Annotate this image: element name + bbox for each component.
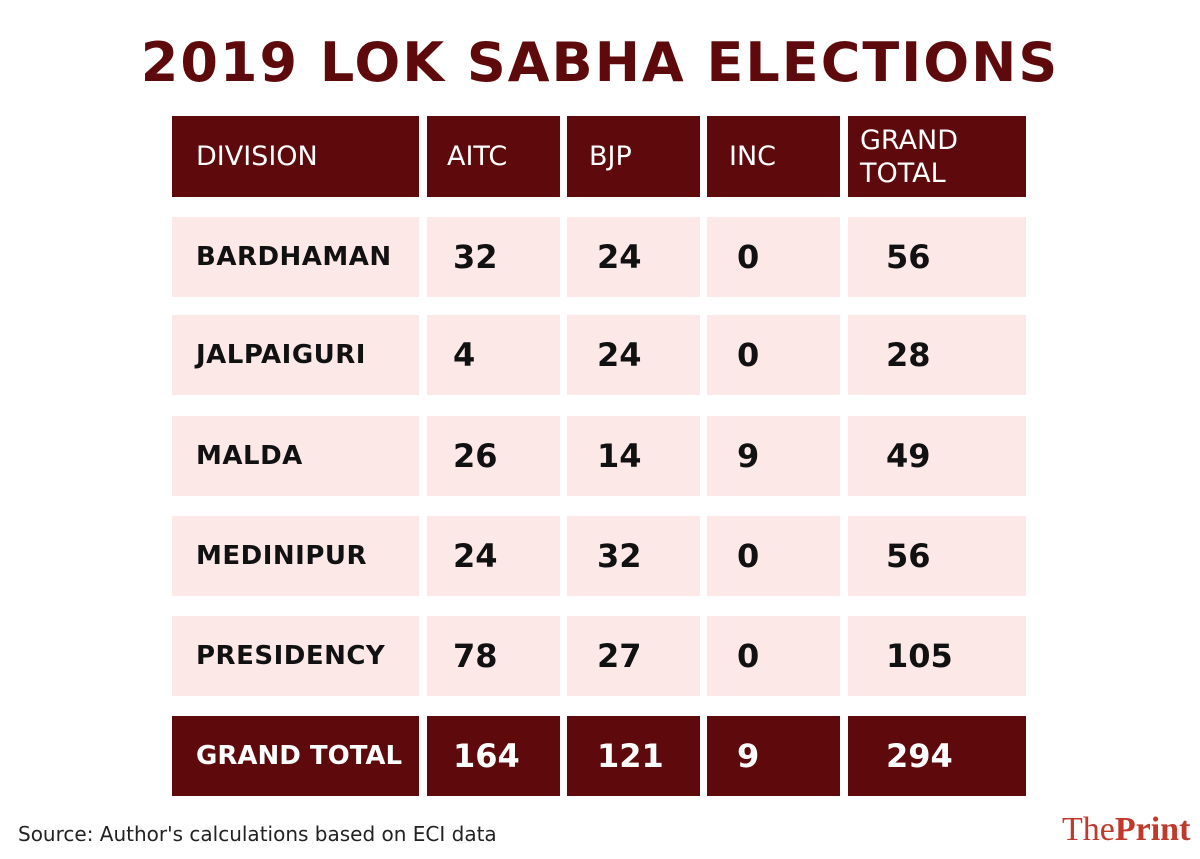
total-value: 121 — [567, 716, 700, 796]
logo-print: Print — [1114, 811, 1191, 848]
page-title: 2019 LOK SABHA ELECTIONS — [140, 31, 1060, 94]
data-label: 32 — [567, 516, 700, 596]
data-label: 105 — [848, 616, 1026, 696]
header-cell: GRAND TOTAL — [848, 116, 1026, 197]
total-value: 9 — [707, 716, 840, 796]
data-label: 78 — [427, 616, 560, 696]
header-cell: AITC — [427, 116, 560, 197]
data-label: 24 — [567, 217, 700, 297]
header-cell: INC — [707, 116, 840, 197]
header-cell: BJP — [567, 116, 700, 197]
data-label: 4 — [427, 315, 560, 395]
total-value: 294 — [848, 716, 1026, 796]
division-label: BARDHAMAN — [172, 217, 419, 297]
data-label: 24 — [567, 315, 700, 395]
data-label: 56 — [848, 217, 1026, 297]
division-label: PRESIDENCY — [172, 616, 419, 696]
data-label: 24 — [427, 516, 560, 596]
division-label: JALPAIGURI — [172, 315, 419, 395]
data-label: 49 — [848, 416, 1026, 496]
total-value: 164 — [427, 716, 560, 796]
data-label: 14 — [567, 416, 700, 496]
data-label: 0 — [707, 516, 840, 596]
data-label: 32 — [427, 217, 560, 297]
data-label: 0 — [707, 315, 840, 395]
data-label: 27 — [567, 616, 700, 696]
total-label: GRAND TOTAL — [172, 716, 419, 796]
data-label: 28 — [848, 315, 1026, 395]
data-label: 0 — [707, 217, 840, 297]
theprint-logo: ThePrint — [1062, 810, 1190, 850]
data-label: 0 — [707, 616, 840, 696]
source-note: Source: Author's calculations based on E… — [18, 822, 497, 846]
data-label: 56 — [848, 516, 1026, 596]
logo-the: The — [1062, 811, 1115, 848]
header-cell: DIVISION — [172, 116, 419, 197]
division-label: MALDA — [172, 416, 419, 496]
data-label: 26 — [427, 416, 560, 496]
data-label: 9 — [707, 416, 840, 496]
division-label: MEDINIPUR — [172, 516, 419, 596]
